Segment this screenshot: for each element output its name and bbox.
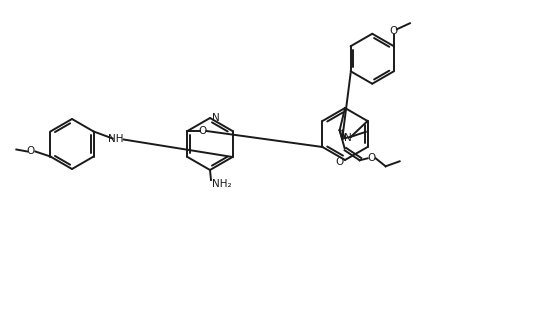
Text: O: O (198, 126, 207, 136)
Text: N: N (344, 133, 352, 143)
Text: O: O (26, 145, 35, 156)
Text: O: O (335, 157, 344, 167)
Text: N: N (212, 113, 220, 123)
Text: NH: NH (108, 135, 124, 144)
Text: O: O (367, 153, 376, 163)
Text: NH₂: NH₂ (212, 179, 231, 189)
Text: O: O (390, 26, 398, 36)
